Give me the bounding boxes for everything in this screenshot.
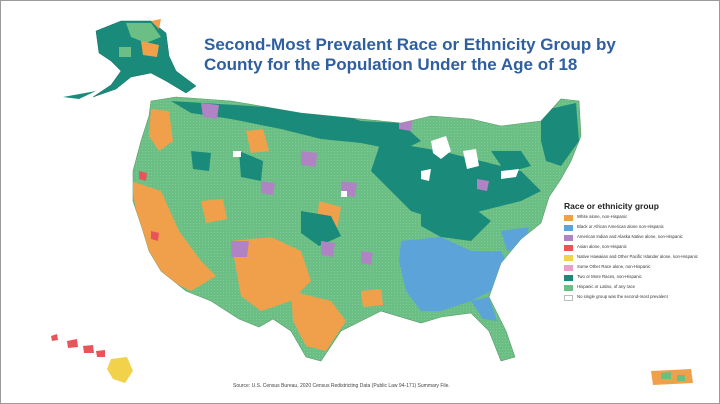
legend-swatch <box>564 285 573 291</box>
map-legend: Race or ethnicity group White alone, non… <box>564 201 714 304</box>
legend-item-aian: American Indian and Alaska Native alone,… <box>564 234 714 241</box>
legend-label: Native Hawaiian and Other Pacific Island… <box>577 254 698 259</box>
legend-item-multi: Two or More Races, non-Hispanic <box>564 274 714 281</box>
legend-label: Asian alone, non-Hispanic <box>577 244 627 249</box>
legend-label: Some Other Race alone, non-Hispanic <box>577 264 651 269</box>
legend-label: No single group was the second-most prev… <box>577 294 668 299</box>
contiguous-us <box>132 96 582 362</box>
legend-item-white: White alone, non-Hispanic <box>564 214 714 221</box>
legend-swatch <box>564 245 573 251</box>
legend-item-none: No single group was the second-most prev… <box>564 294 714 301</box>
legend-swatch <box>564 255 573 261</box>
legend-label: American Indian and Alaska Native alone,… <box>577 234 683 239</box>
legend-item-hispanic: Hispanic or Latino, of any race <box>564 284 714 291</box>
legend-label: Black or African American alone non-Hisp… <box>577 224 664 229</box>
legend-swatch <box>564 275 573 281</box>
legend-swatch <box>564 225 573 231</box>
title-line-1: Second-Most Prevalent Race or Ethnicity … <box>204 35 616 54</box>
legend-item-black: Black or African American alone non-Hisp… <box>564 224 714 231</box>
map-title: Second-Most Prevalent Race or Ethnicity … <box>204 35 704 75</box>
puerto-rico <box>651 369 693 385</box>
legend-swatch <box>564 215 573 221</box>
hawaii <box>51 334 133 383</box>
legend-label: White alone, non-Hispanic <box>577 214 628 219</box>
source-note: Source: U.S. Census Bureau, 2020 Census … <box>233 383 450 389</box>
alaska <box>63 19 197 99</box>
legend-label: Hispanic or Latino, of any race <box>577 284 636 289</box>
legend-item-other: Some Other Race alone, non-Hispanic <box>564 264 714 271</box>
legend-title: Race or ethnicity group <box>564 201 659 211</box>
legend-swatch <box>564 265 573 271</box>
legend-item-asian: Asian alone, non-Hispanic <box>564 244 714 251</box>
legend-label: Two or More Races, non-Hispanic <box>577 274 642 279</box>
title-line-2: County for the Population Under the Age … <box>204 55 578 74</box>
legend-item-nhpi: Native Hawaiian and Other Pacific Island… <box>564 254 714 261</box>
legend-swatch <box>564 295 573 301</box>
legend-swatch <box>564 235 573 241</box>
